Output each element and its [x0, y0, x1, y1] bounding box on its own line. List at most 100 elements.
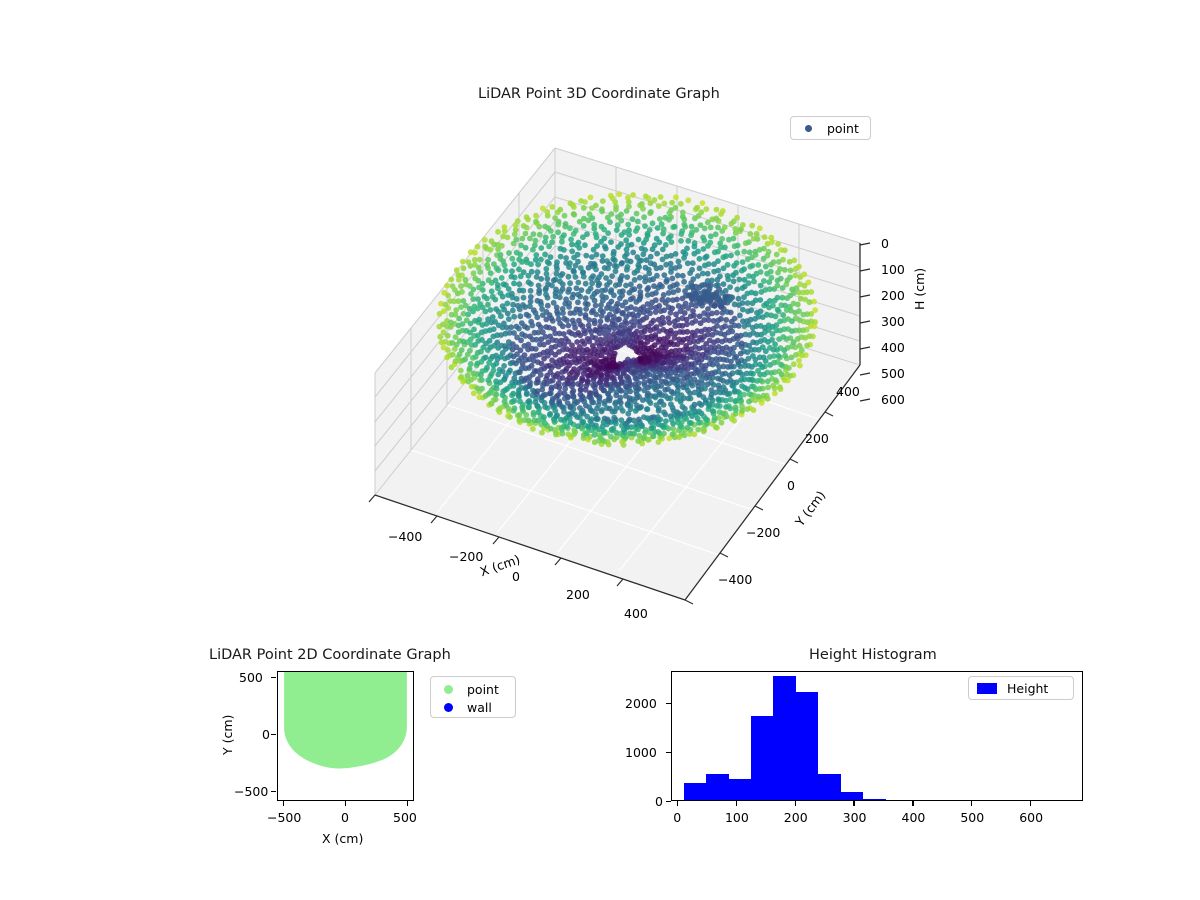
- point-3d: [767, 362, 773, 368]
- point-3d: [562, 300, 569, 307]
- point-3d: [707, 239, 714, 246]
- point-3d: [586, 367, 593, 373]
- point-3d: [499, 368, 506, 375]
- point-3d: [582, 295, 589, 302]
- point-3d: [481, 293, 488, 300]
- point-3d: [557, 278, 563, 285]
- scatter2d-y-tickmark-0: [271, 791, 276, 793]
- scatter2d-legend[interactable]: point wall: [430, 676, 516, 718]
- histogram-bars: [672, 672, 1082, 800]
- point-3d: [561, 315, 568, 322]
- point-3d: [635, 438, 642, 444]
- point-3d: [629, 311, 636, 318]
- point-3d: [567, 225, 573, 232]
- point-3d: [800, 311, 807, 318]
- point-3d: [640, 251, 647, 258]
- point-3d: [767, 268, 774, 275]
- point-3d: [657, 194, 664, 200]
- point-3d: [577, 405, 583, 411]
- point-3d: [602, 336, 609, 343]
- point-3d: [544, 208, 551, 215]
- point-3d: [668, 252, 674, 259]
- point-3d: [790, 339, 797, 346]
- point-3d: [570, 291, 577, 298]
- point-3d: [654, 272, 660, 279]
- point-3d: [741, 391, 747, 398]
- point-3d: [691, 431, 698, 438]
- point-3d: [715, 415, 722, 421]
- point-3d: [674, 296, 680, 303]
- legend-label-point: point: [467, 681, 499, 697]
- point-3d: [704, 278, 711, 284]
- point-3d: [520, 294, 527, 301]
- point-3d: [644, 301, 651, 307]
- point-3d: [679, 403, 686, 410]
- point-3d: [555, 218, 562, 225]
- point-3d: [567, 280, 573, 287]
- histogram-legend[interactable]: Height: [968, 676, 1074, 700]
- point-3d: [513, 236, 520, 243]
- point-3d: [743, 370, 750, 377]
- scatter2d-y-tick-1: 0: [262, 727, 270, 742]
- point-3d: [603, 275, 609, 281]
- point-3d: [663, 253, 670, 260]
- point-3d: [713, 215, 720, 222]
- histogram-x-tickmark: [676, 801, 679, 806]
- point-3d: [741, 248, 748, 255]
- point-3d: [761, 278, 767, 284]
- point-3d: [444, 332, 451, 339]
- scatter3d-legend[interactable]: point: [790, 116, 871, 140]
- point-3d: [440, 321, 446, 328]
- point-3d: [695, 248, 701, 255]
- point-3d: [674, 316, 681, 323]
- point-3d: [767, 344, 773, 351]
- point-3d: [725, 364, 731, 370]
- point-3d: [467, 249, 474, 256]
- point-3d: [746, 376, 752, 383]
- point-3d: [677, 200, 684, 207]
- point-3d: [672, 251, 679, 257]
- point-3d: [721, 224, 728, 231]
- point-3d: [801, 271, 808, 278]
- point-3d: [464, 372, 471, 379]
- point-3d: [555, 316, 562, 323]
- point-3d: [578, 198, 584, 204]
- point-3d: [572, 227, 579, 234]
- point-3d: [698, 209, 705, 216]
- point-3d: [625, 199, 632, 205]
- scatter3d-canvas: [368, 147, 871, 605]
- point-3d: [516, 287, 523, 294]
- point-3d: [742, 331, 749, 338]
- point-3d: [689, 266, 695, 273]
- scatter3d-axes[interactable]: [330, 130, 950, 630]
- point-3d: [578, 287, 585, 293]
- point-3d: [703, 289, 709, 296]
- point-3d: [794, 336, 801, 342]
- point-3d: [791, 257, 798, 264]
- point-3d: [590, 273, 596, 279]
- point-3d: [709, 332, 716, 338]
- point-3d: [612, 268, 619, 275]
- point-3d: [530, 307, 537, 314]
- point-3d: [565, 431, 572, 438]
- point-3d: [458, 304, 464, 310]
- point-3d: [575, 279, 582, 286]
- point-3d: [557, 253, 564, 260]
- point-3d: [718, 419, 725, 426]
- point-3d: [744, 290, 751, 297]
- point-3d: [634, 254, 641, 261]
- point-3d: [733, 332, 740, 339]
- scatter2d-axes[interactable]: [277, 671, 414, 801]
- point-3d: [555, 229, 561, 236]
- point-3d: [722, 294, 729, 301]
- point-3d: [548, 384, 555, 391]
- point-3d: [646, 378, 652, 384]
- point-3d: [575, 330, 582, 336]
- point-3d: [726, 372, 733, 379]
- point-3d: [661, 430, 667, 437]
- point-3d: [653, 290, 659, 296]
- point-3d: [679, 209, 686, 216]
- point-3d: [462, 302, 469, 309]
- point-3d: [746, 398, 752, 405]
- point-3d: [511, 375, 518, 382]
